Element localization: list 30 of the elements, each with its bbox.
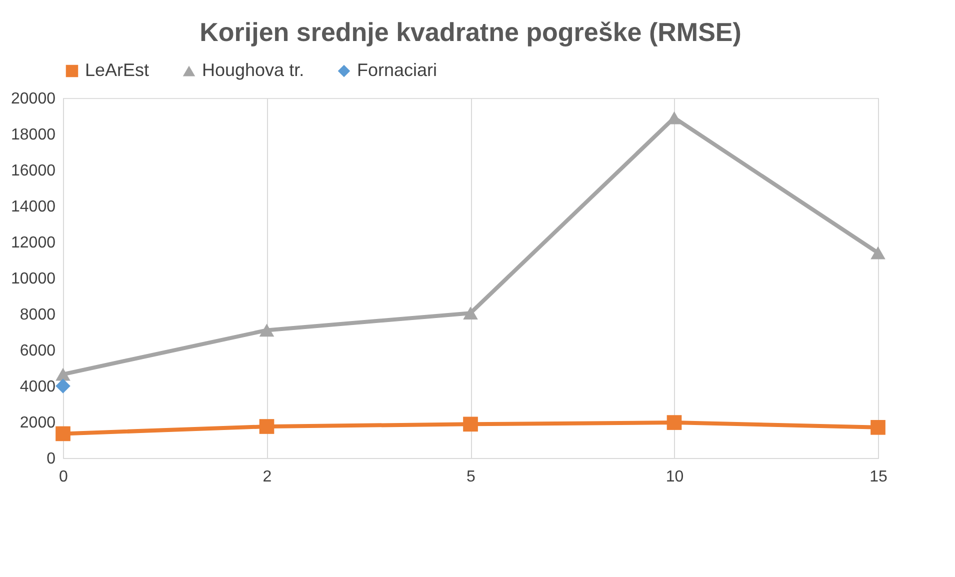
point: [259, 324, 274, 337]
x-tick-label: 15: [870, 468, 888, 486]
y-tick-label: 8000: [20, 306, 56, 324]
y-tick-label: 18000: [11, 126, 56, 144]
x-tick-label: 10: [666, 468, 684, 486]
point: [56, 378, 70, 394]
x-tick-label: 0: [59, 468, 68, 486]
x-tick-label: 5: [466, 468, 476, 486]
y-tick-label: 0: [46, 450, 56, 468]
legend-label: LeArEst: [85, 60, 150, 80]
point: [666, 415, 682, 430]
y-tick-label: 6000: [20, 342, 56, 360]
chart-title: Korijen srednje kvadratne pogreške (RMSE): [200, 17, 742, 47]
y-tick-label: 2000: [20, 414, 56, 432]
y-tick-label: 16000: [11, 162, 56, 180]
legend-label: Fornaciari: [357, 60, 438, 80]
point: [56, 426, 70, 442]
point: [870, 246, 886, 260]
y-tick-label: 20000: [11, 90, 56, 108]
x-tick-label: 2: [262, 468, 272, 486]
y-tick-label: 4000: [20, 378, 56, 396]
point: [463, 306, 478, 320]
point: [56, 368, 70, 381]
legend-label: Houghova tr.: [202, 60, 304, 80]
point: [463, 416, 478, 432]
y-tick-label: 12000: [11, 234, 56, 252]
y-tick-label: 10000: [11, 270, 56, 288]
point: [870, 420, 886, 435]
y-tick-label: 14000: [11, 198, 56, 216]
point: [259, 419, 274, 434]
